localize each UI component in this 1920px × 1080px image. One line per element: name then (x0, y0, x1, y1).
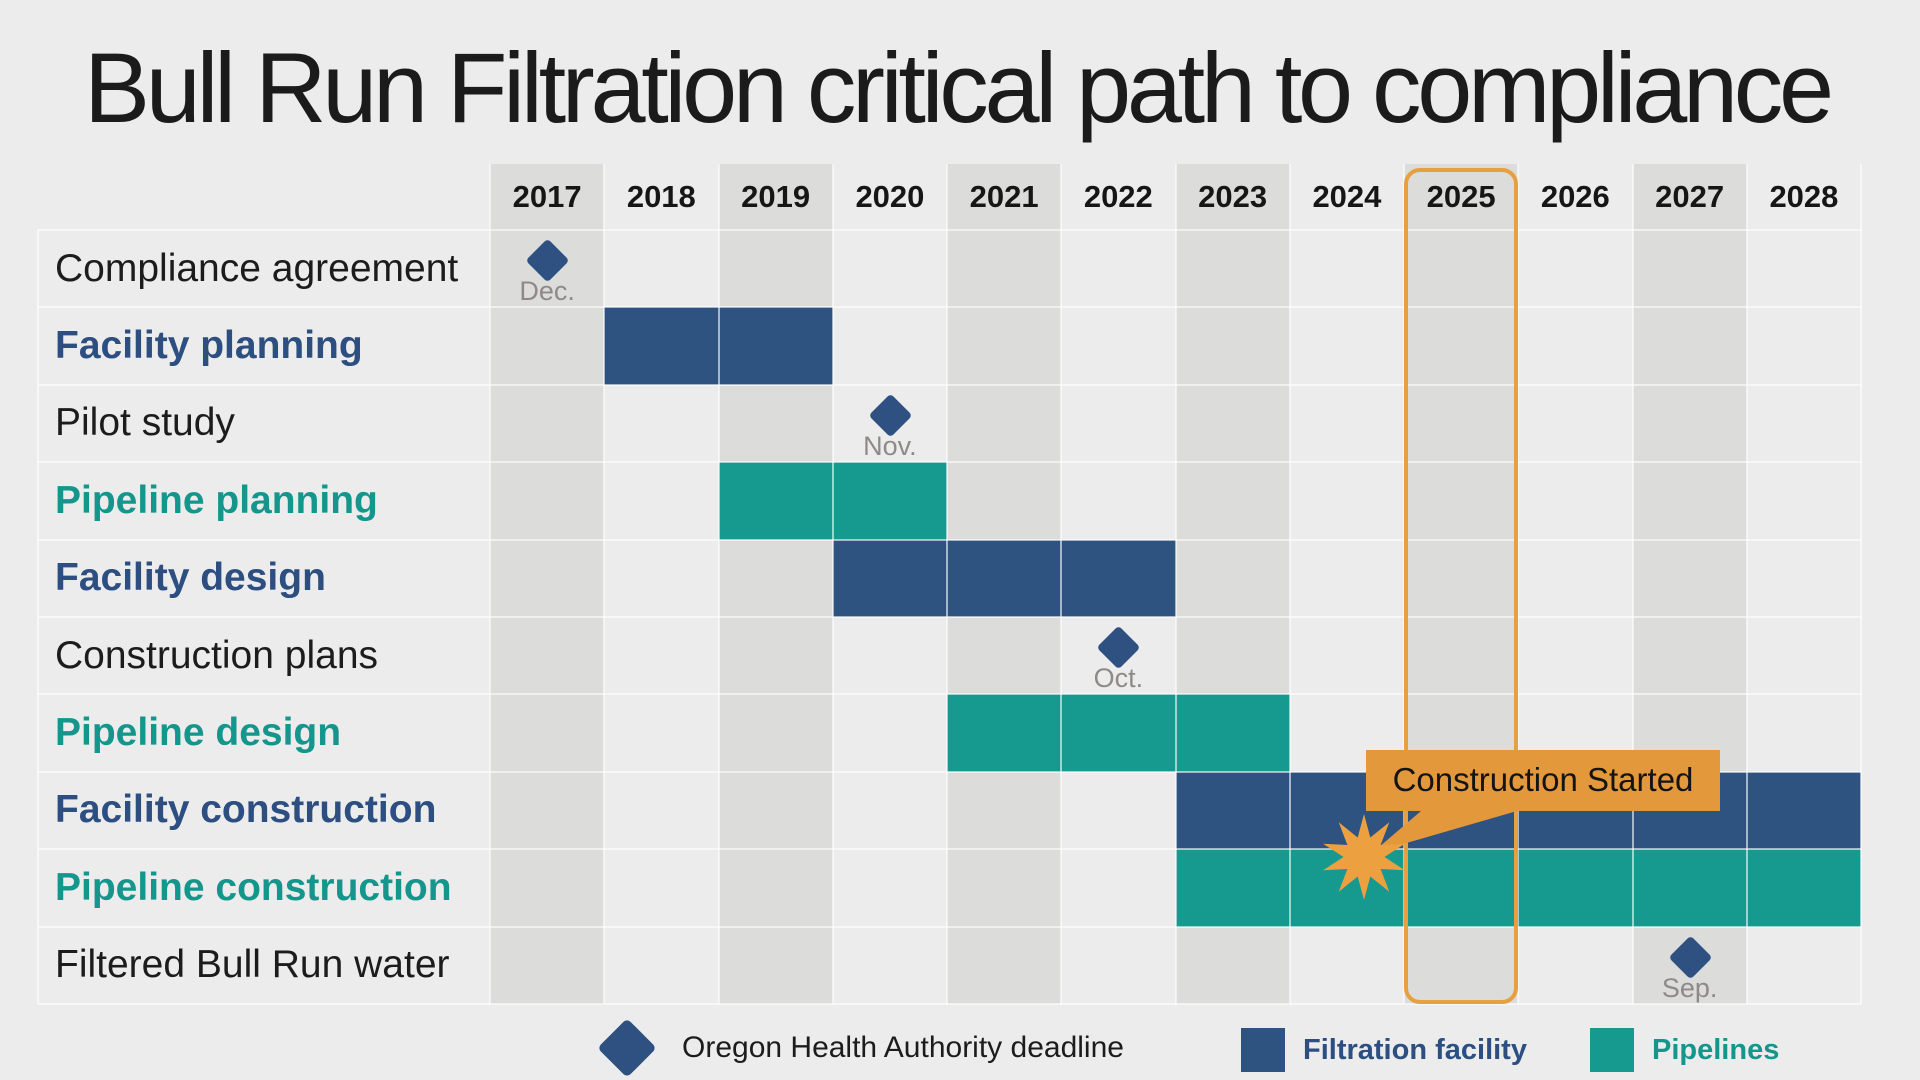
svg-text:Construction Started: Construction Started (1393, 761, 1694, 798)
